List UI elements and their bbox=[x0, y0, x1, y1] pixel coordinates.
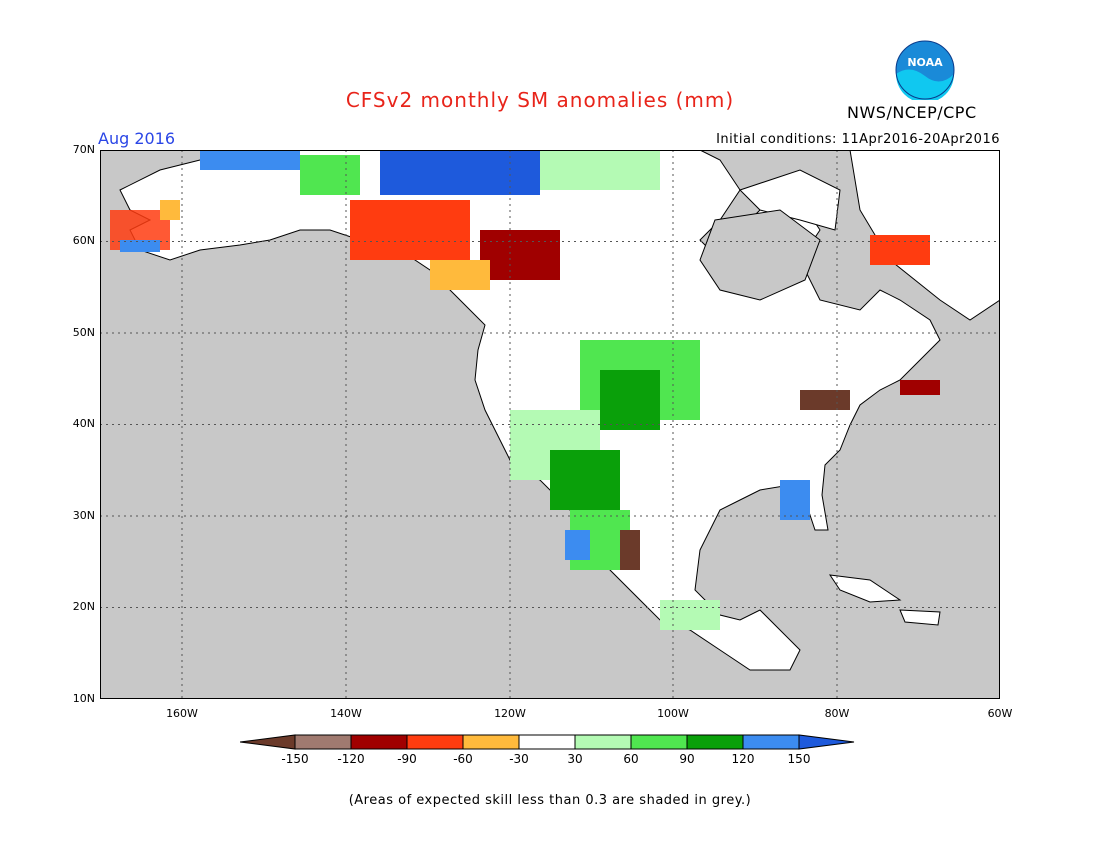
lon-label: 140W bbox=[330, 707, 362, 720]
colorbar-cell bbox=[630, 734, 688, 750]
initial-conditions: Initial conditions: 11Apr2016-20Apr2016 bbox=[716, 132, 1000, 147]
lat-label: 60N bbox=[72, 234, 95, 247]
anomaly-map bbox=[100, 150, 1000, 699]
colorbar-tick-label: 120 bbox=[731, 752, 755, 766]
colorbar-arrow-left bbox=[240, 734, 296, 750]
lat-label: 40N bbox=[72, 417, 95, 430]
colorbar-cell bbox=[686, 734, 744, 750]
skill-note: (Areas of expected skill less than 0.3 a… bbox=[348, 793, 752, 808]
lon-label: 160W bbox=[166, 707, 198, 720]
colorbar bbox=[240, 734, 855, 750]
hudson-bay bbox=[699, 209, 821, 301]
colorbar-tick-label: -120 bbox=[337, 752, 365, 766]
colorbar-tick-label: 150 bbox=[787, 752, 811, 766]
colorbar-tick-label: -30 bbox=[509, 752, 529, 766]
colorbar-tick-label: -60 bbox=[453, 752, 473, 766]
graticule bbox=[100, 150, 1000, 699]
colorbar-cell bbox=[462, 734, 520, 750]
colorbar-cell bbox=[406, 734, 464, 750]
lon-label: 80W bbox=[824, 707, 850, 720]
map-title: CFSv2 monthly SM anomalies (mm) bbox=[345, 88, 735, 112]
svg-text:NOAA: NOAA bbox=[907, 56, 943, 69]
agency-label: NWS/NCEP/CPC bbox=[847, 103, 977, 122]
colorbar-tick-label: -150 bbox=[281, 752, 309, 766]
colorbar-cell bbox=[742, 734, 800, 750]
colorbar-arrow-right bbox=[798, 734, 855, 750]
lat-label: 50N bbox=[72, 326, 95, 339]
lon-label: 60W bbox=[987, 707, 1013, 720]
lat-label: 20N bbox=[72, 600, 95, 613]
colorbar-cell bbox=[574, 734, 632, 750]
colorbar-tick-label: 30 bbox=[567, 752, 583, 766]
noaa-logo: NOAA bbox=[895, 40, 955, 100]
colorbar-tick-label: 60 bbox=[623, 752, 639, 766]
colorbar-cell bbox=[294, 734, 352, 750]
lon-label: 100W bbox=[657, 707, 689, 720]
colorbar-tick-label: -90 bbox=[397, 752, 417, 766]
lat-label: 30N bbox=[72, 509, 95, 522]
colorbar-cell bbox=[518, 734, 576, 750]
lat-label: 10N bbox=[72, 692, 95, 705]
lat-label: 70N bbox=[72, 143, 95, 156]
colorbar-tick-label: 90 bbox=[679, 752, 695, 766]
valid-period: Aug 2016 bbox=[98, 129, 176, 148]
colorbar-cell bbox=[350, 734, 408, 750]
lon-label: 120W bbox=[494, 707, 526, 720]
anomaly-shading bbox=[110, 150, 940, 630]
